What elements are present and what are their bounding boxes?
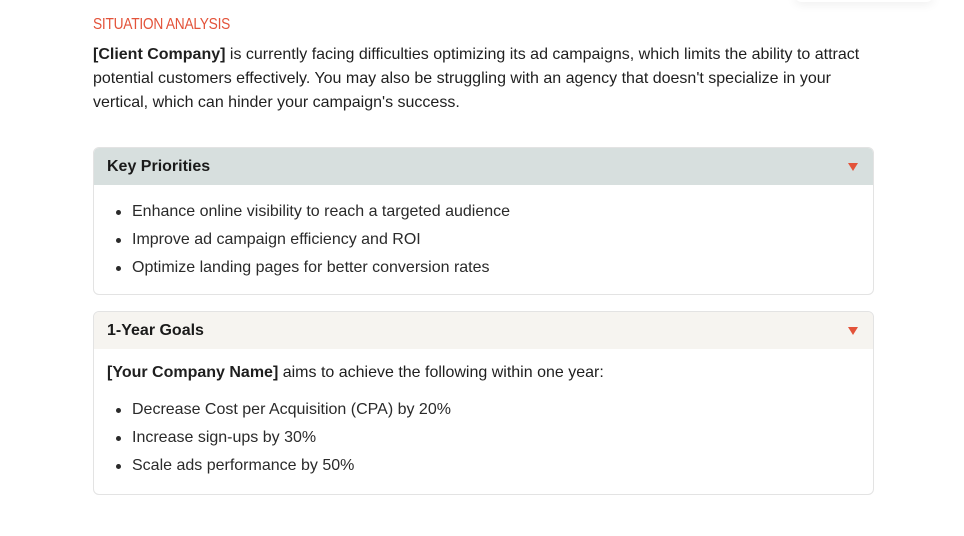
one-year-goals-card: 1-Year Goals [Your Company Name] aims to… [93,311,874,495]
one-year-goals-header[interactable]: 1-Year Goals [94,312,873,349]
situation-analysis-section: SITUATION ANALYSIS [Client Company] is c… [93,14,874,495]
goals-list: Decrease Cost per Acquisition (CPA) by 2… [107,396,860,480]
key-priorities-title: Key Priorities [107,157,211,175]
floating-panel-edge [794,0,934,2]
caret-down-icon[interactable] [848,326,858,335]
key-priorities-body: Enhance online visibility to reach a tar… [94,185,873,294]
key-priorities-card: Key Priorities Enhance online visibility… [93,147,874,295]
goals-lead: [Your Company Name] aims to achieve the … [107,361,860,385]
list-item: Enhance online visibility to reach a tar… [107,198,860,226]
goals-lead-text: aims to achieve the following within one… [278,364,604,381]
list-item: Increase sign-ups by 30% [107,424,860,452]
intro-paragraph: [Client Company] is currently facing dif… [93,43,874,115]
priorities-list: Enhance online visibility to reach a tar… [107,198,860,282]
list-item: Decrease Cost per Acquisition (CPA) by 2… [107,396,860,424]
list-item: Scale ads performance by 50% [107,452,860,480]
section-heading: SITUATION ANALYSIS [93,16,231,33]
list-item: Optimize landing pages for better conver… [107,254,860,282]
key-priorities-header[interactable]: Key Priorities [94,148,873,185]
one-year-goals-body: [Your Company Name] aims to achieve the … [94,349,873,494]
intro-text: is currently facing difficulties optimiz… [93,46,860,111]
caret-down-icon[interactable] [848,162,858,171]
one-year-goals-title: 1-Year Goals [107,321,204,339]
company-name-placeholder: [Your Company Name] [107,364,279,381]
client-company-placeholder: [Client Company] [93,46,226,63]
list-item: Improve ad campaign efficiency and ROI [107,226,860,254]
